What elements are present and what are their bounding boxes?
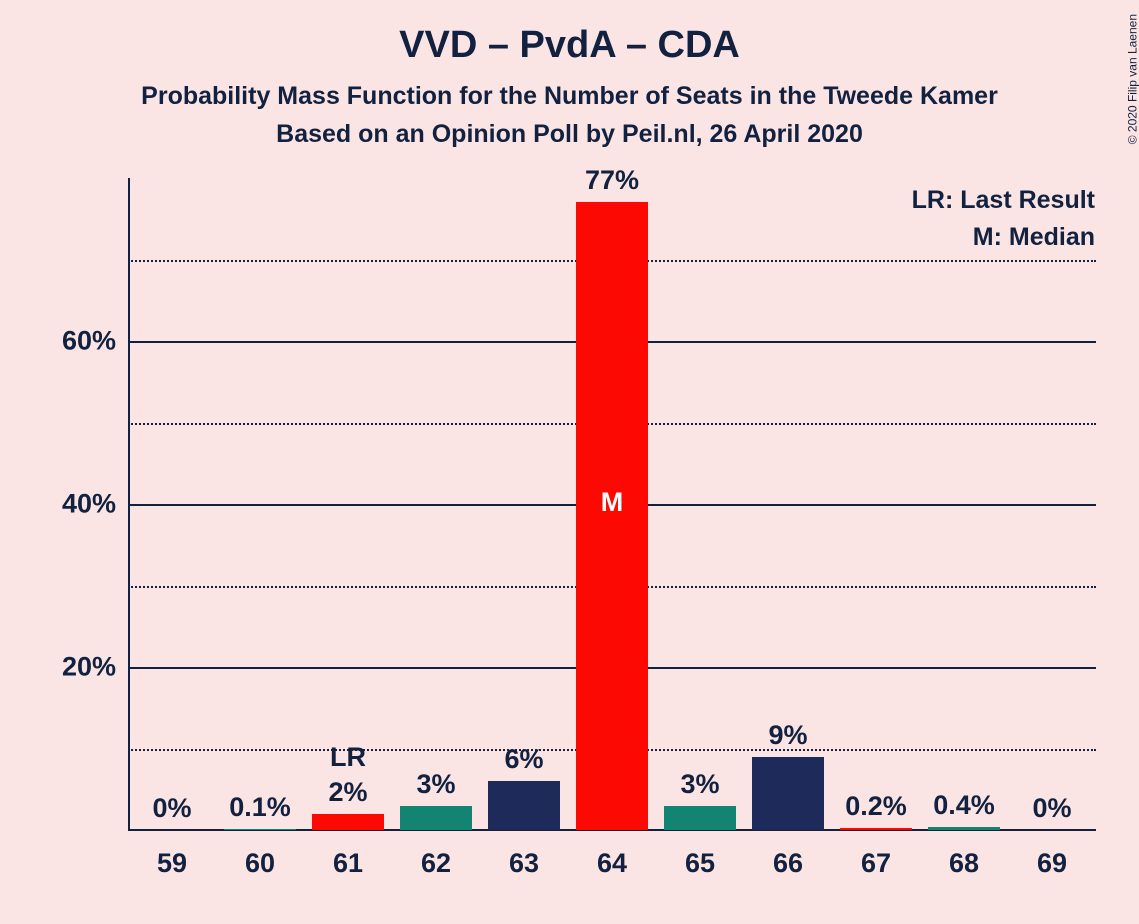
bar-value-label: 3% (680, 769, 719, 800)
ytick-label: 20% (62, 652, 128, 683)
chart-subtitle-2: Based on an Opinion Poll by Peil.nl, 26 … (0, 120, 1139, 149)
xtick-label: 68 (949, 830, 979, 879)
bar-value-label: 6% (504, 744, 543, 775)
ytick-label: 40% (62, 489, 128, 520)
bar-value-label: 9% (768, 720, 807, 751)
xtick-label: 67 (861, 830, 891, 879)
chart-subtitle-1: Probability Mass Function for the Number… (0, 82, 1139, 111)
bar-value-label: 0% (1032, 793, 1071, 824)
bar (400, 806, 472, 830)
xtick-label: 61 (333, 830, 363, 879)
xtick-label: 65 (685, 830, 715, 879)
bar-value-label: 0% (152, 793, 191, 824)
median-marker: M (601, 487, 624, 518)
xtick-label: 60 (245, 830, 275, 879)
xtick-label: 62 (421, 830, 451, 879)
bar (488, 781, 560, 830)
plot: 20%40%60%0%590.1%602%LR613%626%6377%M643… (128, 178, 1096, 830)
bar (312, 814, 384, 830)
chart-container: VVD – PvdA – CDA Probability Mass Functi… (0, 0, 1139, 924)
bar (752, 757, 824, 830)
bar-extra-label: LR (330, 742, 366, 773)
ytick-label: 60% (62, 326, 128, 357)
xtick-label: 69 (1037, 830, 1067, 879)
bar (664, 806, 736, 830)
plot-area: 20%40%60%0%590.1%602%LR613%626%6377%M643… (128, 178, 1096, 830)
xtick-label: 64 (597, 830, 627, 879)
copyright-text: © 2020 Filip van Laenen (1125, 14, 1139, 144)
bar-value-label: 0.1% (229, 792, 291, 823)
bar-value-label: 0.4% (933, 790, 995, 821)
bar-value-label: 0.2% (845, 791, 907, 822)
xtick-label: 59 (157, 830, 187, 879)
xtick-label: 63 (509, 830, 539, 879)
bar-value-label: 2% (328, 777, 367, 808)
chart-title: VVD – PvdA – CDA (0, 24, 1139, 67)
bar-value-label: 3% (416, 769, 455, 800)
xtick-label: 66 (773, 830, 803, 879)
bar-value-label: 77% (585, 165, 639, 196)
